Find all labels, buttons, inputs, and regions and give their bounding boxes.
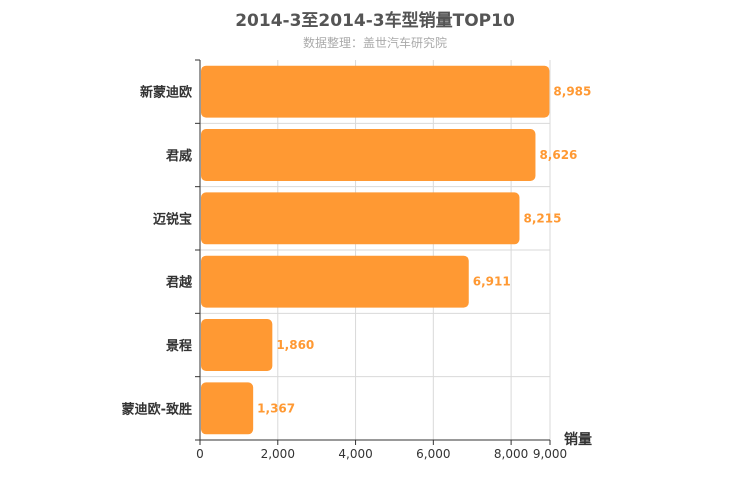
- x-tick-label: 4,000: [338, 447, 372, 461]
- value-label: 8,215: [523, 211, 561, 225]
- labels: 8,985 新蒙迪欧 8,626 君威 8,215 迈锐宝 6,911 君越 1,860 景程 1,…: [122, 85, 592, 461]
- grid-lines: [200, 60, 551, 440]
- bar: [201, 192, 520, 245]
- bar: [201, 255, 469, 308]
- category-label: 新蒙迪欧: [140, 85, 192, 101]
- x-tick-label: 6,000: [416, 447, 450, 461]
- category-label: 迈锐宝: [153, 211, 192, 227]
- x-axis-title: 销量: [564, 431, 592, 448]
- chart-subtitle: 数据整理：盖世汽车研究院: [302, 36, 447, 50]
- chart-title: 2014-3至2014-3车型销量TOP10: [235, 11, 515, 31]
- x-tick-label: 2,000: [261, 447, 295, 461]
- category-label: 景程: [166, 339, 192, 354]
- category-label: 蒙迪欧-致胜: [122, 401, 192, 417]
- bar: [201, 65, 550, 118]
- value-label: 8,626: [539, 148, 577, 162]
- value-label: 1,367: [257, 401, 295, 415]
- axes: [195, 59, 551, 445]
- value-label: 6,911: [473, 275, 511, 289]
- bar: [201, 319, 273, 371]
- value-label: 1,860: [276, 338, 314, 352]
- bar: [201, 382, 254, 435]
- category-label: 君威: [166, 148, 192, 164]
- category-label: 君越: [166, 275, 193, 291]
- bars: [201, 65, 550, 435]
- x-tick-label: 0: [196, 447, 204, 461]
- x-tick-label: 9,000: [533, 447, 567, 461]
- value-label: 8,985: [553, 85, 591, 99]
- x-tick-label: 8,000: [494, 447, 528, 461]
- bar: [201, 129, 536, 181]
